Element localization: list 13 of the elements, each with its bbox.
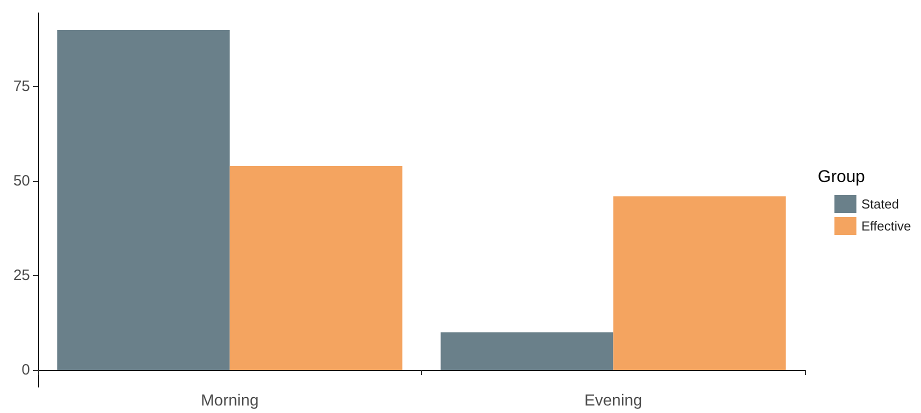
- bar: [230, 166, 402, 370]
- y-tick-label: 50: [13, 172, 30, 190]
- legend-title: Group: [818, 167, 865, 186]
- bar: [613, 196, 786, 370]
- x-tick-label: Morning: [200, 392, 259, 410]
- bar: [57, 30, 230, 370]
- bar: [440, 332, 614, 370]
- x-tick-label: Evening: [584, 392, 642, 410]
- legend-label: Effective: [861, 218, 912, 234]
- legend-label: Stated: [861, 196, 899, 212]
- y-tick-label: 75: [13, 78, 30, 96]
- y-tick-label: 25: [13, 267, 30, 284]
- y-tick-label: 0: [22, 362, 30, 378]
